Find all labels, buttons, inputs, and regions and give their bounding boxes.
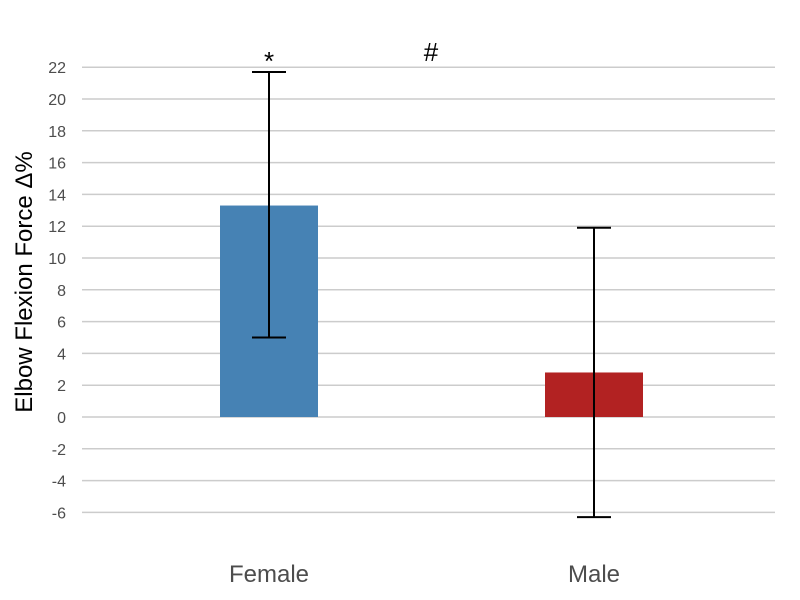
- gridlines: [82, 66, 775, 514]
- y-tick-label: 12: [48, 219, 66, 236]
- y-tick-label: 0: [57, 410, 66, 427]
- bar-annotation-female: *: [264, 46, 274, 76]
- y-tick-label: -4: [52, 474, 66, 491]
- y-tick-label: 16: [48, 156, 66, 173]
- significance-annotation: #: [424, 37, 439, 67]
- error-bars: *: [252, 46, 611, 519]
- y-tick-label: 2: [57, 378, 66, 395]
- y-axis-label: Elbow Flexion Force Δ%: [11, 151, 38, 412]
- y-tick-label: 8: [57, 283, 66, 300]
- error-bar-male: [577, 226, 611, 519]
- y-tick-label: 20: [48, 92, 66, 109]
- y-tick-label: 14: [48, 187, 66, 204]
- y-tick-label: 6: [57, 315, 66, 332]
- x-tick-label-male: Male: [568, 561, 620, 588]
- error-bar-female: [252, 70, 286, 339]
- y-tick-label: 22: [48, 60, 66, 77]
- y-tick-label: -6: [52, 505, 66, 522]
- x-axis-ticks: Female Male: [229, 561, 620, 588]
- y-tick-label: -2: [52, 442, 66, 459]
- y-tick-label: 18: [48, 124, 66, 141]
- y-tick-label: 4: [57, 346, 66, 363]
- y-tick-label: 10: [48, 251, 66, 268]
- x-tick-label-female: Female: [229, 561, 309, 588]
